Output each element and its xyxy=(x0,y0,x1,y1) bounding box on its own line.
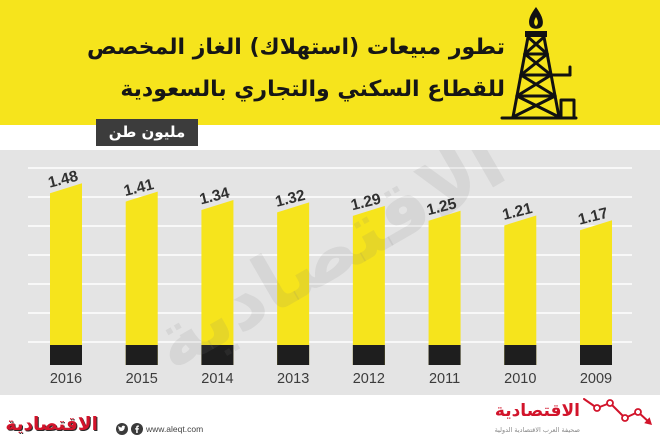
bar-base xyxy=(277,345,310,365)
bar-body xyxy=(504,215,537,365)
rig-frame xyxy=(500,35,578,120)
right-logo-tagline: صحيفة العرب الاقتصادية الدولية xyxy=(494,426,580,434)
bar xyxy=(201,199,234,365)
x-tick-label: 2014 xyxy=(201,371,233,387)
data-label: 1.34 xyxy=(198,184,232,208)
x-tick-label: 2011 xyxy=(429,371,460,387)
bar-base xyxy=(580,345,612,365)
x-tick-label: 2013 xyxy=(277,371,309,387)
unit-label: مليون طن xyxy=(96,119,198,146)
flame-core xyxy=(534,17,538,26)
data-label: 1.48 xyxy=(46,168,80,192)
bars xyxy=(50,183,612,365)
bar xyxy=(352,205,385,365)
right-logo: الاقتصادية xyxy=(494,401,580,421)
x-tick-label: 2016 xyxy=(50,371,82,387)
twitter-icon xyxy=(116,423,128,435)
data-label: 1.32 xyxy=(274,187,307,211)
x-tick-label: 2009 xyxy=(580,371,612,387)
bar-body xyxy=(125,191,158,365)
website-url: www.aleqt.com xyxy=(146,424,204,434)
data-label: 1.17 xyxy=(576,205,609,229)
bar xyxy=(277,202,310,365)
bar-base xyxy=(504,345,537,365)
left-logo: الاقتصادية xyxy=(6,414,98,435)
bar xyxy=(580,220,612,365)
bar-chart: الاقتصادية 1.48 1.41 1.34 1.32 1.29 1.25 1.21 1… xyxy=(0,150,660,395)
rig-cap xyxy=(525,31,547,37)
data-label: 1.29 xyxy=(349,190,383,214)
chart-labels: 1.48 1.41 1.34 1.32 1.29 1.25 1.21 1.17 2016 2015… xyxy=(46,168,612,387)
data-label: 1.21 xyxy=(501,200,535,224)
social-icons xyxy=(116,423,143,435)
bar-body xyxy=(428,210,461,365)
bar-base xyxy=(201,345,234,365)
bar-body xyxy=(50,183,82,365)
bar xyxy=(50,183,82,365)
x-tick-label: 2012 xyxy=(353,371,385,387)
facebook-icon xyxy=(131,423,143,435)
bar xyxy=(504,215,537,365)
trend-line-icon xyxy=(583,398,652,425)
bar xyxy=(428,210,461,365)
bar-base xyxy=(50,345,82,365)
data-label: 1.41 xyxy=(122,176,156,200)
bar-base xyxy=(352,345,385,365)
bar-body xyxy=(580,220,612,365)
bar-body xyxy=(277,202,310,365)
x-tick-label: 2015 xyxy=(126,371,158,387)
bar-base xyxy=(125,345,158,365)
plot-background xyxy=(0,150,660,395)
chart-title: تطور مبيعات (استهلاك) الغاز المخصص للقطا… xyxy=(86,35,505,102)
x-tick-label: 2010 xyxy=(504,371,536,387)
bar-body xyxy=(201,199,234,365)
bar xyxy=(125,191,158,365)
data-label: 1.25 xyxy=(425,195,459,219)
bar-base xyxy=(428,345,461,365)
gas-rig-icon xyxy=(500,7,578,120)
bar-body xyxy=(352,205,385,365)
